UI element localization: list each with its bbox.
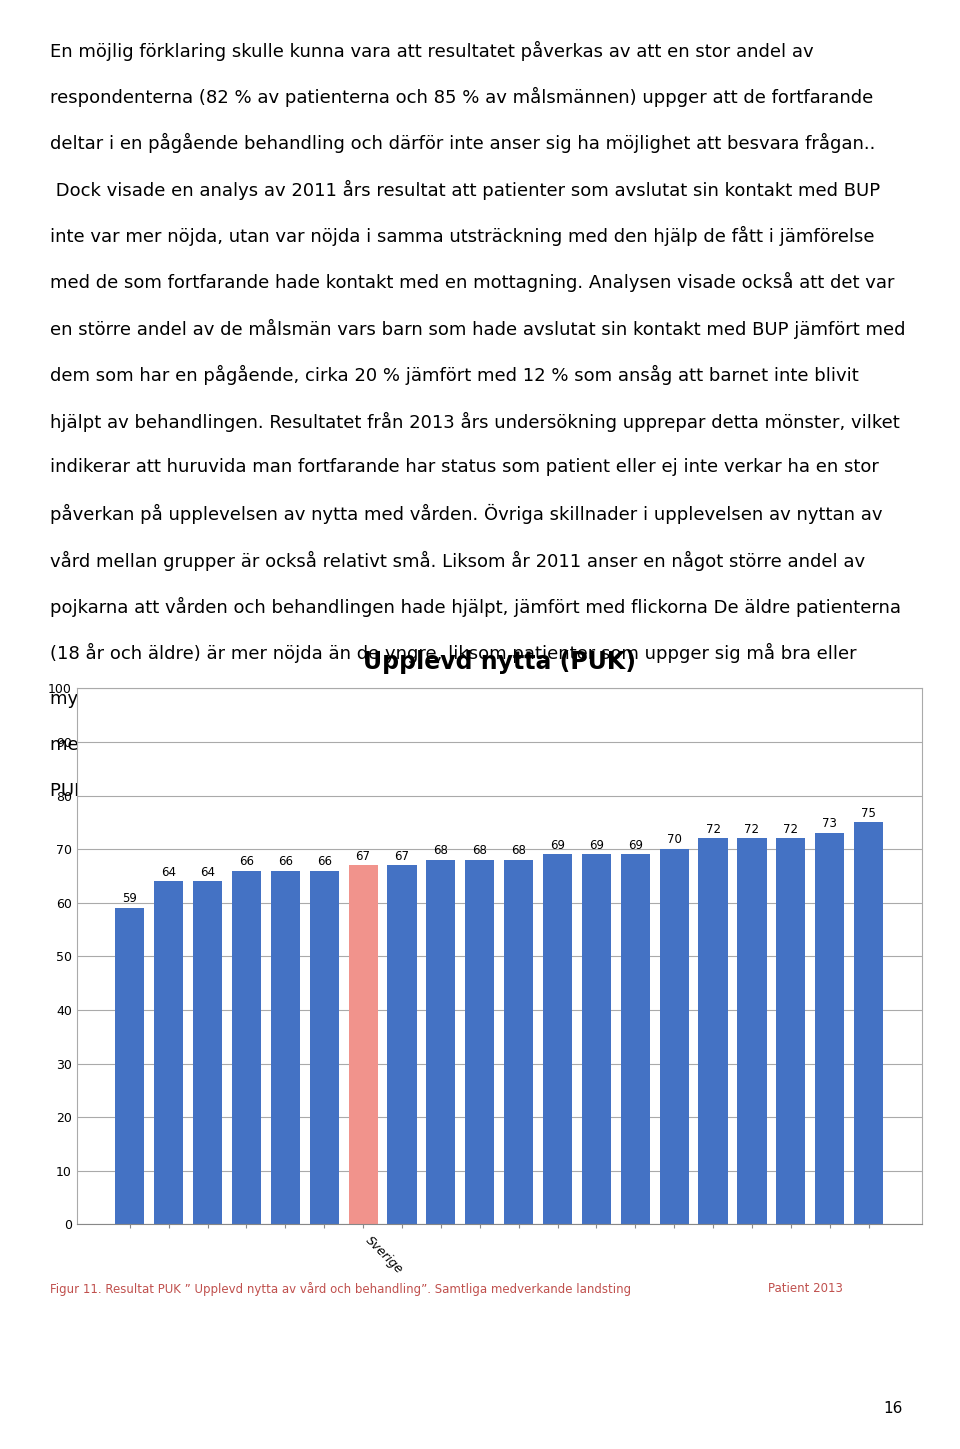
Text: PUK-värde. (Figur 11).: PUK-värde. (Figur 11). (50, 782, 246, 800)
Text: 64: 64 (200, 865, 215, 878)
Bar (466, 859, 494, 1224)
Bar (426, 859, 455, 1224)
Text: 73: 73 (823, 817, 837, 830)
Text: 72: 72 (783, 823, 799, 836)
Bar (348, 865, 377, 1224)
Text: vård mellan grupper är också relativt små. Liksom år 2011 anser en något större : vård mellan grupper är också relativt sm… (50, 551, 865, 571)
Text: påverkan på upplevelsen av nytta med vården. Övriga skillnader i upplevelsen av : påverkan på upplevelsen av nytta med vår… (50, 504, 882, 525)
Bar (271, 871, 300, 1224)
Title: Upplevd nytta (PUK): Upplevd nytta (PUK) (363, 649, 636, 674)
Bar (737, 839, 766, 1224)
Text: dem som har en pågående, cirka 20 % jämfört med 12 % som ansåg att barnet inte b: dem som har en pågående, cirka 20 % jämf… (50, 365, 858, 385)
Bar (660, 849, 688, 1224)
Bar (854, 823, 883, 1224)
Text: med de som fortfarande hade kontakt med en mottagning. Analysen visade också att: med de som fortfarande hade kontakt med … (50, 272, 895, 293)
Text: 69: 69 (550, 839, 565, 852)
Bar (504, 859, 533, 1224)
Text: inte var mer nöjda, utan var nöjda i samma utsträckning med den hjälp de fått i : inte var mer nöjda, utan var nöjda i sam… (50, 226, 875, 246)
Bar (388, 865, 417, 1224)
Bar (777, 839, 805, 1224)
Text: 67: 67 (395, 849, 410, 862)
Bar (232, 871, 261, 1224)
Text: hjälpt av behandlingen. Resultatet från 2013 års undersökning upprepar detta mön: hjälpt av behandlingen. Resultatet från … (50, 412, 900, 432)
Text: Dock visade en analys av 2011 års resultat att patienter som avslutat sin kontak: Dock visade en analys av 2011 års result… (50, 180, 880, 200)
Text: 68: 68 (512, 845, 526, 858)
Text: indikerar att huruvida man fortfarande har status som patient eller ej inte verk: indikerar att huruvida man fortfarande h… (50, 458, 878, 475)
Text: 16: 16 (883, 1401, 902, 1416)
Text: pojkarna att vården och behandlingen hade hjälpt, jämfört med flickorna De äldre: pojkarna att vården och behandlingen had… (50, 597, 900, 617)
Bar (155, 881, 183, 1224)
Text: 64: 64 (161, 865, 177, 878)
Text: Patient 2013: Patient 2013 (768, 1282, 843, 1295)
Text: 66: 66 (239, 855, 254, 868)
Text: En möjlig förklaring skulle kunna vara att resultatet påverkas av att en stor an: En möjlig förklaring skulle kunna vara a… (50, 41, 813, 61)
Bar (193, 881, 222, 1224)
Text: 67: 67 (355, 849, 371, 862)
Text: en större andel av de målsmän vars barn som hade avslutat sin kontakt med BUP jä: en större andel av de målsmän vars barn … (50, 319, 905, 339)
Text: 66: 66 (277, 855, 293, 868)
Bar (699, 839, 728, 1224)
Text: 72: 72 (706, 823, 721, 836)
Text: deltar i en pågående behandling och därför inte anser sig ha möjlighet att besva: deltar i en pågående behandling och därf… (50, 133, 876, 154)
Bar (310, 871, 339, 1224)
Text: 69: 69 (588, 839, 604, 852)
Bar (815, 833, 844, 1224)
Text: mycket bra vid tidpunkten för besvarandet av enkäten. En viss skillnad i upplevd: mycket bra vid tidpunkten för besvarande… (50, 690, 881, 707)
Bar (543, 855, 572, 1224)
Bar (582, 855, 611, 1224)
Text: 68: 68 (472, 845, 487, 858)
Text: 66: 66 (317, 855, 332, 868)
Bar (621, 855, 650, 1224)
Text: Figur 11. Resultat PUK ” Upplevd nytta av vård och behandling”. Samtliga medverk: Figur 11. Resultat PUK ” Upplevd nytta a… (50, 1282, 631, 1297)
Text: 69: 69 (628, 839, 643, 852)
Text: 59: 59 (122, 893, 137, 906)
Text: 72: 72 (744, 823, 759, 836)
Text: respondenterna (82 % av patienterna och 85 % av målsmännen) uppger att de fortfa: respondenterna (82 % av patienterna och … (50, 87, 874, 107)
Text: (18 år och äldre) är mer nöjda än de yngre, liksom patienter som uppger sig må b: (18 år och äldre) är mer nöjda än de yng… (50, 643, 856, 664)
Text: 70: 70 (667, 833, 682, 846)
Text: 75: 75 (861, 807, 876, 820)
Bar (115, 909, 144, 1224)
Text: mellan landstingen där spridning i PUK-värde är mellan 59 och 75. Resultatet för: mellan landstingen där spridning i PUK-v… (50, 736, 888, 753)
Text: 68: 68 (433, 845, 448, 858)
